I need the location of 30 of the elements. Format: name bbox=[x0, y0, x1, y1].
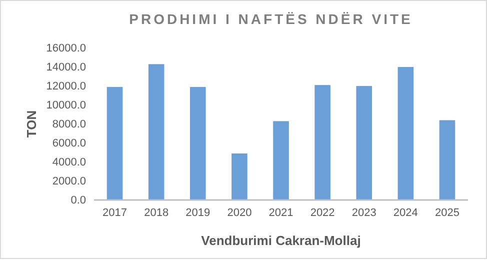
x-tick-label: 2021 bbox=[268, 206, 294, 219]
bar bbox=[314, 85, 330, 200]
x-tick-label: 2025 bbox=[434, 206, 460, 219]
y-tick-label: 14000.0 bbox=[46, 62, 86, 74]
x-tick-label: 2023 bbox=[352, 206, 376, 219]
y-tick-label: 16000.0 bbox=[46, 42, 86, 55]
x-tick-label: 2022 bbox=[310, 206, 335, 219]
y-tick-label: 8000.0 bbox=[52, 118, 86, 131]
y-tick-label: 12000.0 bbox=[46, 80, 86, 93]
chart-title: PRODHIMI I NAFTËS NDËR VITE bbox=[129, 11, 413, 27]
bar bbox=[273, 121, 289, 200]
x-axis-title: Vendburimi Cakran-Mollaj bbox=[201, 233, 361, 248]
bar bbox=[190, 86, 206, 200]
x-tick-label: 2018 bbox=[144, 206, 169, 219]
bar bbox=[148, 64, 164, 200]
x-tick-label: 2017 bbox=[102, 206, 128, 219]
bar bbox=[106, 86, 123, 200]
y-tick-label: 2000.0 bbox=[52, 176, 86, 188]
bar bbox=[398, 67, 414, 200]
x-tick-label: 2020 bbox=[227, 206, 252, 219]
y-tick-label: 4000.0 bbox=[52, 156, 86, 169]
bar bbox=[356, 86, 372, 200]
x-tick-label: 2024 bbox=[393, 206, 418, 219]
bar bbox=[439, 120, 456, 200]
bar bbox=[232, 153, 248, 200]
y-axis-title: TON bbox=[24, 110, 39, 138]
y-tick-label: 6000.0 bbox=[52, 138, 86, 150]
y-tick-label: 10000.0 bbox=[46, 100, 86, 112]
y-tick-label: 0.0 bbox=[70, 194, 86, 207]
x-tick-label: 2019 bbox=[186, 206, 210, 219]
